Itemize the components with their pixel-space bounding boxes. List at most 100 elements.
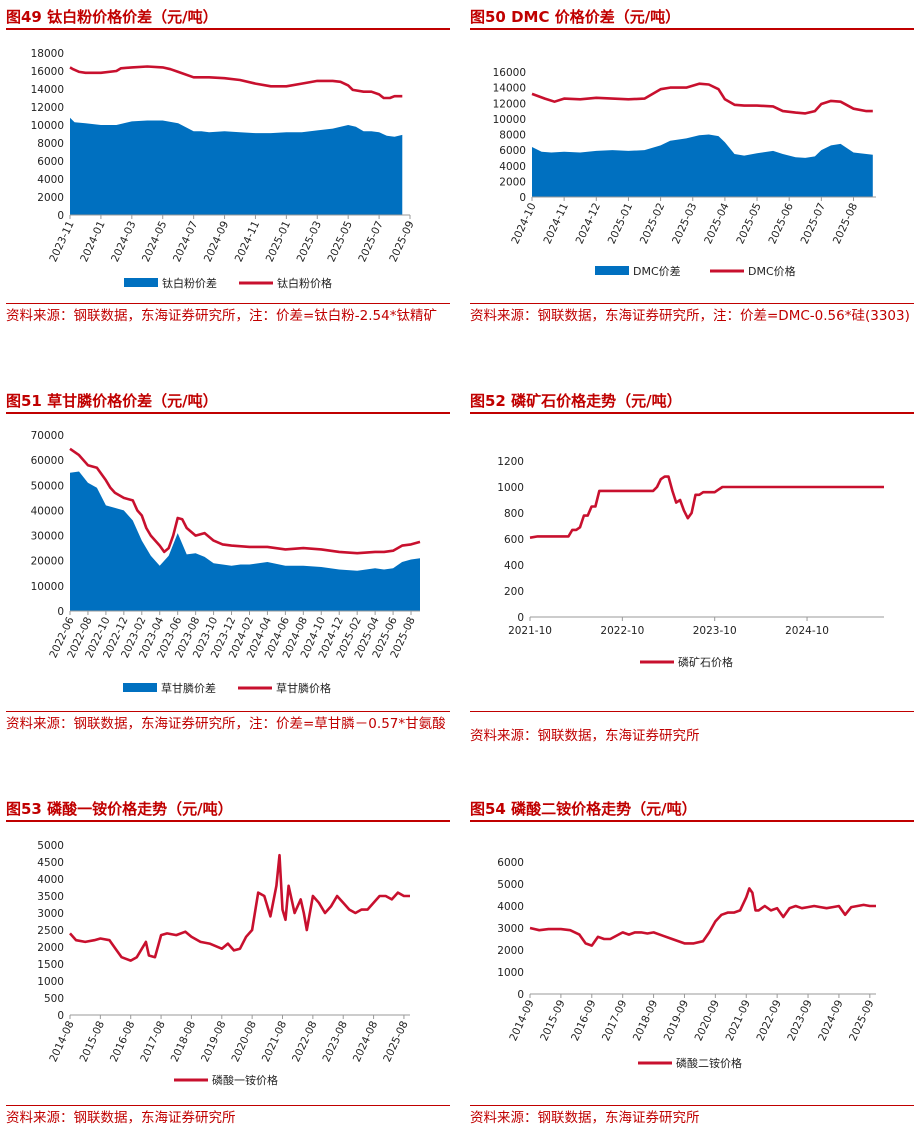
line-series-1 — [69, 447, 421, 555]
legend-label: DMC价格 — [748, 264, 796, 278]
legend-label: 草甘膦价格 — [276, 681, 331, 695]
legend-swatch-area — [123, 683, 157, 692]
x-tick-label: 2024-10 — [509, 201, 538, 246]
y-tick-label: 12000 — [493, 98, 526, 110]
x-tick-label: 2025-02 — [638, 201, 667, 246]
y-tick-label: 8000 — [499, 130, 526, 142]
x-tick-label: 2025-07 — [799, 201, 828, 246]
y-tick-label: 5000 — [497, 879, 524, 891]
y-tick-label: 10000 — [31, 581, 64, 593]
y-tick-label: 1000 — [497, 482, 524, 494]
y-tick-label: 1000 — [37, 976, 64, 988]
chart50-svg: 0 2000 4000 6000 8000 10000 12000 14000 16000 202… — [493, 67, 876, 278]
area-series-0 — [532, 134, 873, 197]
x-tick-label: 2018-09 — [631, 998, 660, 1043]
y-tick-label: 4000 — [37, 174, 64, 186]
y-tick-label: 2000 — [37, 192, 64, 204]
chart-title: 图52 磷矿石价格走势（元/吨） — [470, 390, 914, 414]
x-tick-label: 2025-03 — [670, 201, 699, 246]
x-tick-label: 2025-05 — [734, 201, 763, 246]
source-note: 资料来源：钢联数据，东海证券研究所，注：价差=草甘膦－0.57*甘氨酸 — [6, 716, 446, 732]
y-tick-label: 12000 — [31, 102, 64, 114]
y-tick-label: 30000 — [31, 531, 64, 543]
line-series-0 — [529, 887, 876, 947]
x-tick-label: 2019-08 — [199, 1019, 228, 1064]
chart49-svg: 0 2000 4000 6000 8000 10000 12000 14000 16000 180… — [31, 48, 417, 290]
x-tick-label: 2021-08 — [260, 1019, 289, 1064]
x-tick-label: 2025-05 — [325, 219, 354, 264]
x-tick-label: 2020-09 — [693, 998, 722, 1043]
y-tick-label: 2000 — [37, 942, 64, 954]
x-tick-label: 2024-05 — [140, 219, 169, 264]
y-tick-label: 6000 — [497, 857, 524, 869]
x-tick-label: 2024-09 — [202, 219, 231, 264]
chart52-svg: 0 200 400 600 800 1000 1200 2021-10 2022-10 2023-… — [497, 456, 884, 669]
area-series-0 — [70, 471, 420, 611]
y-tick-label: 4000 — [497, 901, 524, 913]
x-tick-label: 2024-03 — [109, 219, 138, 264]
x-tick-label: 2015-08 — [78, 1019, 107, 1064]
y-tick-label: 0 — [57, 606, 64, 618]
y-tick-label: 10000 — [493, 114, 526, 126]
x-tick-label: 2014-09 — [507, 998, 536, 1043]
x-tick-label: 2022-09 — [754, 998, 783, 1043]
panel-chart54: 图54 磷酸二铵价格走势（元/吨） 0 1000 2000 3000 4000 5000 6… — [470, 798, 914, 1134]
chart53-svg: 0 500 1000 1500 2000 2500 3000 3500 4000 4500 5000… — [37, 840, 410, 1087]
x-tick-label: 2022-10 — [600, 625, 644, 637]
panel-chart50: 图50 DMC 价格价差（元/吨） 0 2000 4000 6000 8000 10000… — [470, 6, 914, 351]
x-tick-label: 2023-09 — [785, 998, 814, 1043]
y-tick-label: 50000 — [31, 480, 64, 492]
x-tick-label: 2025-06 — [766, 201, 796, 246]
x-tick-label: 2024-07 — [171, 219, 200, 264]
panel-chart51: 图51 草甘膦价格价差（元/吨） 0 10000 20000 30000 40000 50… — [6, 390, 450, 760]
y-tick-label: 10000 — [31, 120, 64, 132]
y-tick-label: 1500 — [37, 959, 64, 971]
x-tick-label: 2024-08 — [351, 1019, 380, 1064]
divider — [6, 303, 450, 304]
y-tick-label: 16000 — [493, 67, 526, 79]
source-note: 资料来源：钢联数据，东海证券研究所，注：价差=钛白粉-2.54*钛精矿 — [6, 308, 437, 324]
panel-chart49: 图49 钛白粉价格价差（元/吨） 0 2000 4000 6000 8000 10000 1… — [6, 6, 450, 351]
y-tick-label: 500 — [44, 993, 64, 1005]
x-tick-label: 2025-03 — [295, 219, 324, 264]
y-tick-label: 14000 — [493, 83, 526, 95]
x-tick-label: 2025-09 — [387, 219, 416, 264]
source-note: 资料来源：钢联数据，东海证券研究所 — [470, 1110, 700, 1126]
x-tick-label: 2021-10 — [508, 625, 552, 637]
x-tick-label: 2017-08 — [138, 1019, 167, 1064]
y-tick-label: 2500 — [37, 925, 64, 937]
x-tick-label: 2023-08 — [321, 1019, 350, 1064]
line-series-0 — [69, 853, 410, 962]
source-note: 资料来源：钢联数据，东海证券研究所，注：价差=DMC-0.56*硅(3303) — [470, 308, 910, 324]
x-tick-label: 2024-01 — [78, 219, 107, 264]
x-tick-label: 2019-09 — [662, 998, 691, 1043]
y-tick-label: 0 — [519, 192, 526, 204]
chart-title: 图50 DMC 价格价差（元/吨） — [470, 6, 914, 30]
x-tick-label: 2025-01 — [264, 219, 293, 264]
legend-label: DMC价差 — [633, 264, 681, 278]
y-tick-label: 4500 — [37, 857, 64, 869]
y-tick-label: 0 — [57, 1010, 64, 1022]
y-tick-label: 16000 — [31, 66, 64, 78]
divider — [6, 711, 450, 712]
y-tick-label: 8000 — [37, 138, 64, 150]
y-tick-label: 14000 — [31, 84, 64, 96]
y-tick-label: 20000 — [31, 556, 64, 568]
source-note: 资料来源：钢联数据，东海证券研究所 — [6, 1110, 236, 1126]
x-tick-label: 2024-11 — [541, 201, 570, 246]
legend-label: 磷酸一铵价格 — [212, 1073, 278, 1087]
y-tick-label: 600 — [504, 534, 524, 546]
divider — [470, 711, 914, 712]
x-tick-label: 2025-08 — [381, 1019, 410, 1064]
x-tick-label: 2016-08 — [108, 1019, 137, 1064]
y-tick-label: 1000 — [497, 967, 524, 979]
x-tick-label: 2025-08 — [831, 201, 860, 246]
y-tick-label: 4000 — [37, 874, 64, 886]
x-tick-label: 2022-08 — [290, 1019, 319, 1064]
x-tick-label: 2025-07 — [356, 219, 385, 264]
x-tick-label: 2023-10 — [693, 625, 737, 637]
divider — [470, 1105, 914, 1106]
chart-title: 图51 草甘膦价格价差（元/吨） — [6, 390, 450, 414]
y-tick-label: 6000 — [37, 156, 64, 168]
